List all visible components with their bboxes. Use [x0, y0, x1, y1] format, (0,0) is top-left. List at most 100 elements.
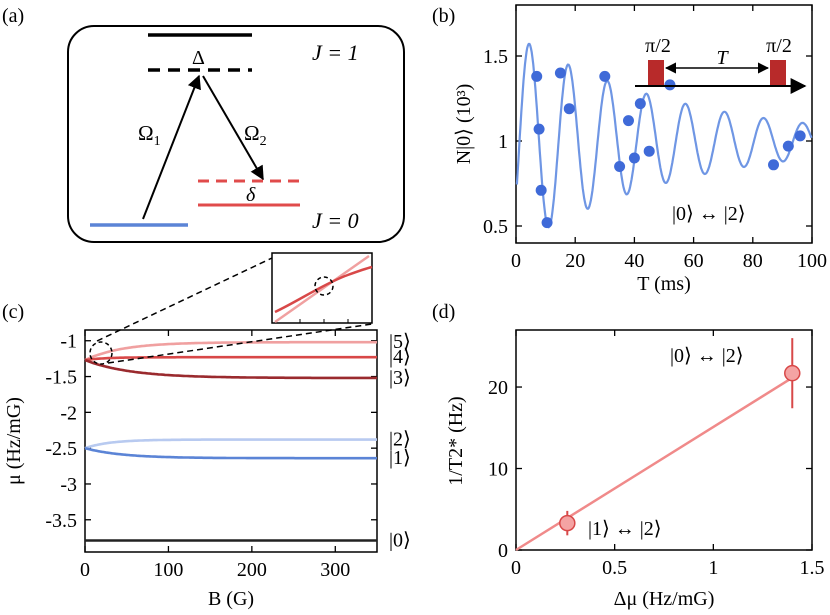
- y-tick-label: -3.5: [45, 510, 77, 532]
- data-point: [634, 98, 646, 110]
- x-tick-label: 1.5: [800, 557, 825, 579]
- data-point: [794, 130, 806, 142]
- panel-c-label: (c): [2, 301, 24, 323]
- data-point: [559, 514, 576, 532]
- x-tick-label: 1: [708, 557, 718, 579]
- rabi2-label: Ω2: [244, 121, 267, 149]
- state-label: |5⟩: [389, 331, 411, 353]
- detuning-upper-label: Δ: [192, 47, 205, 69]
- state-label: |4⟩: [389, 346, 411, 368]
- zoom-line-1: [96, 257, 273, 342]
- mu-curve: [84, 340, 377, 362]
- data-point: [782, 140, 794, 152]
- x-tick-label: 0.5: [602, 557, 627, 579]
- y-tick-label: -2.5: [45, 438, 77, 460]
- x-tick-label: 0: [511, 250, 521, 272]
- data-point: [541, 217, 553, 229]
- x-axis-label-c: B (G): [208, 588, 254, 610]
- panel-b: (b) 0 20 40 60 80 100 0.5 1 1.5 T (ms) N|0⟩ (10³…: [432, 4, 827, 295]
- panel-d: (d) 0 0.5 1 1.5 0 10 20 |0⟩ ↔ |2⟩ |1⟩ ↔ |2⟩ Δμ…: [432, 301, 825, 610]
- plot-frame-d: [515, 329, 813, 551]
- plot-frame-c: [84, 329, 378, 553]
- y-tick-label: 0.5: [483, 216, 508, 238]
- y-tick-label: -1: [60, 331, 77, 353]
- data-point: [554, 67, 566, 79]
- panel-d-label: (d): [432, 301, 455, 323]
- level-j1-label: J = 1: [312, 40, 359, 65]
- data-point: [614, 161, 626, 172]
- inset-red-curve: [274, 265, 373, 314]
- axis-ticks-b: 0 20 40 60 80 100 0.5 1 1.5: [483, 5, 827, 272]
- transition-label-b: |0⟩ ↔ |2⟩: [672, 203, 746, 225]
- y-tick-label: -3: [60, 474, 77, 496]
- x-tick-label: 60: [684, 250, 704, 272]
- data-point: [628, 152, 640, 164]
- pulse-sequence: π/2 π/2 T: [635, 35, 807, 94]
- y-tick-label: 20: [488, 377, 508, 399]
- axis-ticks-d: 0 0.5 1 1.5 0 10 20: [488, 330, 825, 579]
- state-labels: |5⟩|4⟩|3⟩ |2⟩|1⟩ |0⟩: [389, 331, 411, 551]
- pulse1-label: π/2: [645, 35, 671, 57]
- inset-zoom: [271, 252, 373, 324]
- data-points-d: [559, 338, 801, 536]
- data-point: [533, 123, 545, 135]
- zoom-line-2: [107, 323, 373, 364]
- mu-curve: [84, 438, 377, 450]
- rabi1-arrow: [142, 74, 201, 220]
- y-tick-label: 10: [488, 459, 508, 481]
- x-tick-label: 0: [511, 557, 521, 579]
- y-tick-label: 0: [498, 540, 508, 562]
- x-tick-label: 80: [743, 250, 763, 272]
- y-tick-label: 1: [498, 131, 508, 153]
- x-tick-label: 100: [153, 559, 183, 581]
- panel-b-label: (b): [432, 5, 455, 27]
- x-tick-label: 300: [320, 559, 350, 581]
- data-point: [531, 70, 543, 82]
- rabi2-arrow: [202, 75, 264, 181]
- y-axis-label-d: 1/T2* (Hz): [445, 396, 467, 485]
- y-tick-label: -2: [60, 402, 77, 424]
- data-point: [664, 79, 676, 91]
- crossing-marker: [89, 341, 113, 365]
- x-tick-label: 200: [237, 559, 267, 581]
- x-axis-label-d: Δμ (Hz/mG): [614, 588, 715, 610]
- mu-curve: [84, 358, 377, 380]
- data-point: [622, 115, 634, 127]
- panel-a: (a) Δ J = 1 δ J = 0 Ω1: [2, 5, 405, 243]
- state-label: |3⟩: [389, 367, 411, 389]
- panel-c: (c) 0 100 200 300-1-1.5-2-2.5-3-3.5 |5⟩|4⟩|…: [2, 252, 411, 610]
- transition-label-lower: |1⟩ ↔ |2⟩: [588, 518, 662, 540]
- x-tick-label: 20: [565, 250, 585, 272]
- level-diagram-box: [67, 25, 405, 243]
- inset-light-line: [274, 254, 370, 324]
- mu-curves: [84, 340, 377, 542]
- detuning-lower-label: δ: [246, 184, 256, 206]
- fit-curve-b: [515, 42, 813, 229]
- x-tick-label: 100: [797, 250, 827, 272]
- rabi1-label: Ω1: [138, 121, 161, 149]
- x-tick-label: 0: [80, 559, 90, 581]
- inset-crossing-marker: [314, 276, 334, 296]
- state-label: |2⟩: [389, 429, 411, 451]
- x-axis-label-b: T (ms): [637, 273, 691, 295]
- data-point: [643, 145, 655, 157]
- y-axis-label-c: μ (Hz/mG): [3, 397, 25, 485]
- data-point: [784, 364, 801, 382]
- plot-frame-b: [515, 4, 813, 244]
- state-label: |0⟩: [389, 530, 411, 552]
- pulse2: [770, 60, 786, 85]
- data-points-b: [531, 67, 806, 229]
- pulse1: [648, 60, 664, 85]
- mu-curve: [84, 446, 377, 460]
- y-axis-label-b: N|0⟩ (10³): [453, 84, 475, 165]
- data-point: [599, 70, 611, 82]
- data-point: [768, 159, 780, 171]
- gap-label: T: [716, 47, 729, 69]
- y-tick-label: 1.5: [483, 46, 508, 68]
- pulse2-label: π/2: [766, 35, 792, 57]
- mu-curve: [84, 355, 377, 362]
- x-tick-label: 40: [624, 250, 644, 272]
- state-label: |1⟩: [389, 447, 411, 469]
- panel-a-label: (a): [2, 5, 24, 27]
